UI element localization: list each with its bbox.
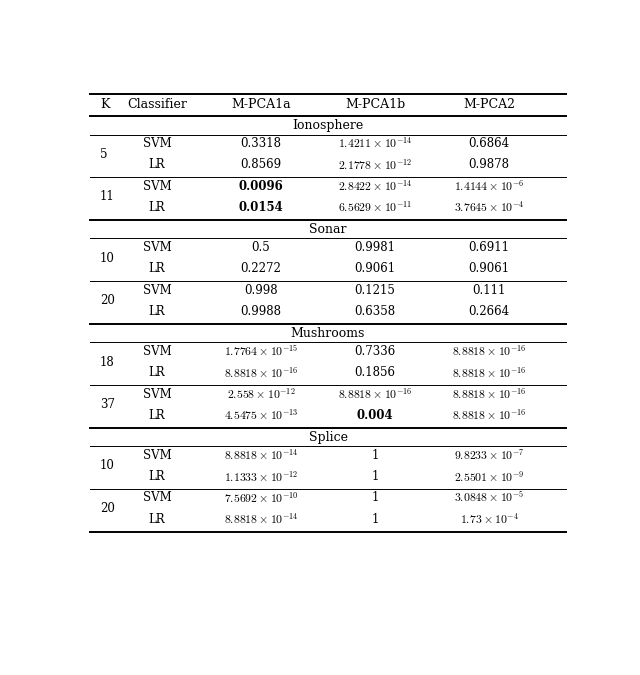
Text: 0.9878: 0.9878: [468, 159, 509, 171]
Text: $7.5692 \times 10^{-10}$: $7.5692 \times 10^{-10}$: [223, 491, 298, 506]
Text: $8.8818 \times 10^{-16}$: $8.8818 \times 10^{-16}$: [338, 387, 413, 402]
Text: 0.8569: 0.8569: [241, 159, 282, 171]
Text: M-PCA1a: M-PCA1a: [231, 99, 291, 111]
Text: 0.0096: 0.0096: [239, 180, 284, 192]
Text: $3.0848 \times 10^{-5}$: $3.0848 \times 10^{-5}$: [454, 490, 524, 506]
Text: 0.9981: 0.9981: [355, 241, 396, 254]
Text: SVM: SVM: [143, 137, 172, 150]
Text: 0.1856: 0.1856: [355, 367, 396, 379]
Text: $2.1778 \times 10^{-12}$: $2.1778 \times 10^{-12}$: [338, 157, 412, 172]
Text: 0.9061: 0.9061: [355, 263, 396, 275]
Text: $8.8818 \times 10^{-16}$: $8.8818 \times 10^{-16}$: [452, 344, 527, 359]
Text: Splice: Splice: [308, 431, 348, 443]
Text: 0.004: 0.004: [357, 409, 394, 422]
Text: 0.2664: 0.2664: [468, 305, 510, 318]
Text: $8.8818 \times 10^{-16}$: $8.8818 \times 10^{-16}$: [452, 387, 527, 402]
Text: M-PCA1b: M-PCA1b: [345, 99, 405, 111]
Text: K: K: [100, 99, 109, 111]
Text: 10: 10: [100, 252, 115, 265]
Text: 0.0154: 0.0154: [239, 201, 284, 214]
Text: SVM: SVM: [143, 387, 172, 400]
Text: 20: 20: [100, 502, 115, 515]
Text: Classifier: Classifier: [127, 99, 187, 111]
Text: SVM: SVM: [143, 345, 172, 358]
Text: 37: 37: [100, 398, 115, 411]
Text: $1.4144 \times 10^{-6}$: $1.4144 \times 10^{-6}$: [454, 179, 525, 194]
Text: 0.6911: 0.6911: [468, 241, 509, 254]
Text: $8.8818 \times 10^{-14}$: $8.8818 \times 10^{-14}$: [223, 512, 298, 526]
Text: $8.8818 \times 10^{-14}$: $8.8818 \times 10^{-14}$: [223, 448, 298, 463]
Text: 1: 1: [371, 449, 379, 462]
Text: 1: 1: [371, 470, 379, 483]
Text: $8.8818 \times 10^{-16}$: $8.8818 \times 10^{-16}$: [452, 408, 527, 423]
Text: LR: LR: [148, 409, 165, 422]
Text: $9.8233 \times 10^{-7}$: $9.8233 \times 10^{-7}$: [454, 448, 525, 463]
Text: 0.6864: 0.6864: [468, 137, 510, 150]
Text: $1.73 \times 10^{-4}$: $1.73 \times 10^{-4}$: [460, 512, 518, 526]
Text: SVM: SVM: [143, 284, 172, 296]
Text: 0.6358: 0.6358: [355, 305, 396, 318]
Text: LR: LR: [148, 367, 165, 379]
Text: LR: LR: [148, 263, 165, 275]
Text: LR: LR: [148, 201, 165, 214]
Text: $2.5501 \times 10^{-9}$: $2.5501 \times 10^{-9}$: [454, 469, 525, 484]
Text: LR: LR: [148, 305, 165, 318]
Text: LR: LR: [148, 159, 165, 171]
Text: SVM: SVM: [143, 449, 172, 462]
Text: 0.9988: 0.9988: [241, 305, 282, 318]
Text: 20: 20: [100, 294, 115, 307]
Text: SVM: SVM: [143, 241, 172, 254]
Text: 5: 5: [100, 148, 108, 161]
Text: 0.998: 0.998: [244, 284, 278, 296]
Text: M-PCA2: M-PCA2: [463, 99, 515, 111]
Text: $2.8422 \times 10^{-14}$: $2.8422 \times 10^{-14}$: [338, 179, 413, 194]
Text: 0.5: 0.5: [252, 241, 271, 254]
Text: $6.5629 \times 10^{-11}$: $6.5629 \times 10^{-11}$: [338, 200, 412, 215]
Text: SVM: SVM: [143, 180, 172, 192]
Text: 0.1215: 0.1215: [355, 284, 396, 296]
Text: LR: LR: [148, 470, 165, 483]
Text: 1: 1: [371, 513, 379, 526]
Text: $2.558 \times 10^{-12}$: $2.558 \times 10^{-12}$: [227, 387, 296, 402]
Text: 1: 1: [371, 491, 379, 504]
Text: SVM: SVM: [143, 491, 172, 504]
Text: 0.7336: 0.7336: [355, 345, 396, 358]
Text: Sonar: Sonar: [309, 223, 347, 236]
Text: $1.4211 \times 10^{-14}$: $1.4211 \times 10^{-14}$: [338, 136, 413, 151]
Text: $3.7645 \times 10^{-4}$: $3.7645 \times 10^{-4}$: [454, 200, 525, 215]
Text: $8.8818 \times 10^{-16}$: $8.8818 \times 10^{-16}$: [223, 365, 298, 380]
Text: Mushrooms: Mushrooms: [291, 327, 365, 340]
Text: 10: 10: [100, 460, 115, 472]
Text: $1.7764 \times 10^{-15}$: $1.7764 \times 10^{-15}$: [224, 344, 298, 359]
Text: 0.9061: 0.9061: [468, 263, 510, 275]
Text: 0.3318: 0.3318: [241, 137, 282, 150]
Text: 0.111: 0.111: [472, 284, 506, 296]
Text: 11: 11: [100, 190, 115, 203]
Text: 18: 18: [100, 356, 115, 369]
Text: Ionosphere: Ionosphere: [292, 119, 364, 132]
Text: $1.1333 \times 10^{-12}$: $1.1333 \times 10^{-12}$: [224, 469, 298, 484]
Text: $4.5475 \times 10^{-13}$: $4.5475 \times 10^{-13}$: [223, 408, 298, 423]
Text: $8.8818 \times 10^{-16}$: $8.8818 \times 10^{-16}$: [452, 365, 527, 380]
Text: 0.2272: 0.2272: [241, 263, 282, 275]
Text: LR: LR: [148, 513, 165, 526]
